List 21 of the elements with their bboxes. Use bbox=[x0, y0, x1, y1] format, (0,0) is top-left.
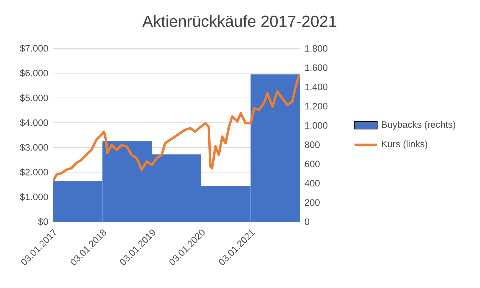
y2-tick-label: 1.600 bbox=[305, 64, 328, 72]
chart-title: Aktienrückkäufe 2017-2021 bbox=[142, 15, 337, 28]
y-tick-label: $2.000 bbox=[20, 168, 48, 176]
y2-tick-label: 1.400 bbox=[305, 84, 328, 90]
legend-label: Buybacks (rechts) bbox=[382, 121, 456, 130]
y-tick-label: $3.000 bbox=[20, 144, 48, 152]
y-tick-label: $4.000 bbox=[20, 119, 48, 127]
y-tick-label: $7.000 bbox=[20, 44, 48, 52]
y2-tick-label: 1.200 bbox=[305, 103, 328, 110]
y2-tick-label: 200 bbox=[305, 199, 320, 206]
y2-tick-label: 1.000 bbox=[305, 122, 328, 129]
y2-tick-label: 400 bbox=[304, 180, 320, 187]
y2-tick-label: 0 bbox=[305, 218, 310, 226]
y-tick-label: $0 bbox=[38, 218, 48, 226]
y-tick-label: $6.000 bbox=[20, 70, 48, 78]
y2-tick-label: 1.800 bbox=[305, 45, 328, 52]
y-tick-label: $5.000 bbox=[20, 94, 48, 102]
legend-label: Kurs (links) bbox=[382, 140, 428, 150]
y2-tick-label: 600 bbox=[305, 160, 320, 168]
y2-tick-label: 800 bbox=[305, 142, 320, 148]
y-tick-label: $1.000 bbox=[20, 193, 48, 202]
